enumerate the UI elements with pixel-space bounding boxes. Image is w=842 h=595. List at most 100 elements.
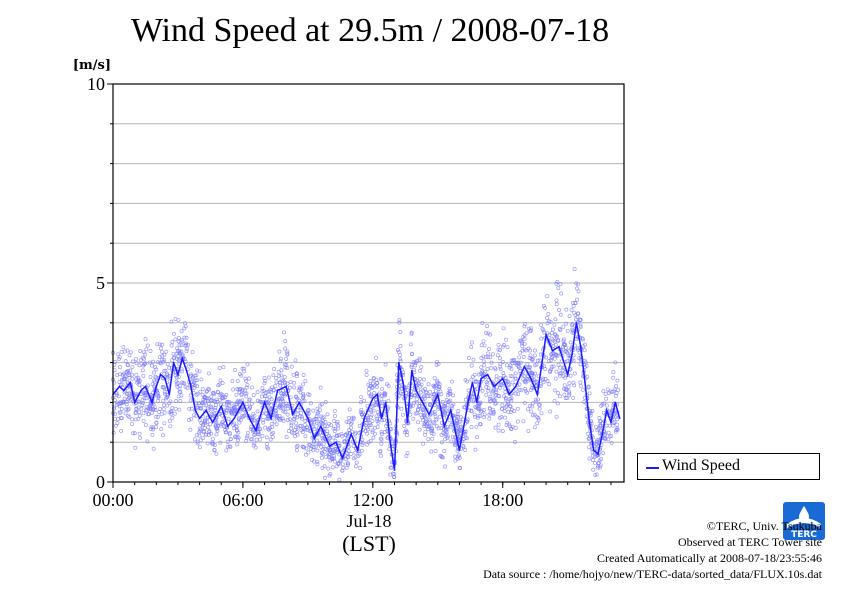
sample-point [418, 368, 422, 373]
sample-point [342, 439, 347, 444]
sample-point [536, 397, 541, 402]
sample-point [375, 424, 380, 429]
sample-point [533, 399, 538, 404]
sample-point [485, 366, 490, 371]
sample-point [590, 450, 595, 455]
sample-point [504, 363, 509, 368]
sample-point [590, 453, 595, 458]
series-point [584, 381, 586, 384]
sample-point [572, 310, 577, 315]
sample-point [298, 386, 303, 391]
sample-point [523, 386, 528, 391]
sample-point [399, 406, 404, 411]
sample-point [541, 328, 546, 333]
sample-point [315, 411, 320, 416]
sample-point [344, 457, 349, 461]
sample-point [553, 376, 558, 381]
series-point [411, 369, 413, 372]
sample-point [333, 426, 338, 431]
sample-point [607, 434, 612, 439]
sample-point [568, 340, 573, 345]
sample-point [179, 367, 184, 372]
sample-point [156, 399, 160, 403]
sample-point [481, 359, 486, 364]
sample-point [559, 291, 564, 296]
sample-point [284, 401, 289, 406]
sample-point [554, 281, 559, 286]
sample-point [294, 444, 299, 449]
sample-point [311, 424, 316, 429]
sample-point [552, 388, 557, 393]
sample-point [430, 428, 435, 433]
sample-point [397, 318, 402, 322]
sample-point [115, 421, 120, 426]
sample-point [120, 382, 125, 387]
sample-point [225, 444, 230, 449]
sample-point [113, 416, 117, 421]
series-point [220, 405, 223, 408]
sample-point [593, 424, 598, 429]
sample-point [205, 398, 210, 403]
sample-point [535, 358, 540, 363]
sample-point [161, 359, 166, 364]
sample-point [311, 447, 316, 452]
sample-point [278, 356, 283, 361]
sample-point [134, 407, 139, 412]
sample-point [257, 437, 262, 442]
sample-point [426, 437, 431, 442]
sample-point [515, 419, 520, 424]
sample-point [179, 329, 184, 334]
sample-point [591, 467, 596, 472]
sample-point [500, 360, 505, 364]
sample-point [249, 401, 254, 406]
sample-point [252, 413, 257, 418]
sample-point [291, 431, 296, 436]
sample-point [323, 420, 328, 424]
sample-point [398, 357, 403, 362]
sample-point [225, 400, 230, 404]
sample-point [480, 321, 485, 325]
series-point [320, 425, 322, 428]
sample-point [228, 437, 233, 442]
sample-point [488, 355, 493, 360]
sample-point [322, 415, 327, 420]
sample-point [500, 429, 505, 434]
sample-point [242, 366, 246, 371]
sample-point [242, 369, 247, 374]
sample-point [244, 439, 249, 443]
sample-point [347, 427, 352, 432]
sample-point [561, 347, 566, 352]
sample-point [382, 430, 387, 434]
sample-point [409, 364, 414, 369]
sample-point [215, 423, 220, 428]
sample-point [360, 443, 365, 448]
sample-point [169, 319, 174, 324]
sample-point [314, 438, 319, 443]
sample-point [200, 401, 205, 406]
sample-point [185, 385, 190, 390]
sample-point [411, 367, 416, 372]
sample-point [140, 368, 145, 373]
sample-point [526, 378, 531, 383]
sample-point [332, 408, 337, 413]
sample-point [437, 414, 442, 419]
sample-point [548, 319, 553, 324]
sample-point [550, 327, 555, 332]
sample-point [581, 387, 585, 392]
sample-point [154, 414, 159, 419]
sample-point [558, 312, 563, 317]
sample-point [509, 427, 514, 431]
sample-point [227, 444, 232, 449]
series-point [523, 365, 526, 368]
sample-point [567, 393, 572, 398]
series-point [144, 385, 147, 388]
sample-point [527, 364, 532, 369]
sample-point [285, 366, 290, 370]
sample-point [505, 399, 510, 404]
sample-point [524, 331, 529, 336]
sample-point [123, 411, 128, 416]
sample-point [471, 397, 476, 402]
sample-point [189, 406, 194, 411]
sample-point [266, 401, 271, 406]
sample-point [578, 380, 583, 385]
